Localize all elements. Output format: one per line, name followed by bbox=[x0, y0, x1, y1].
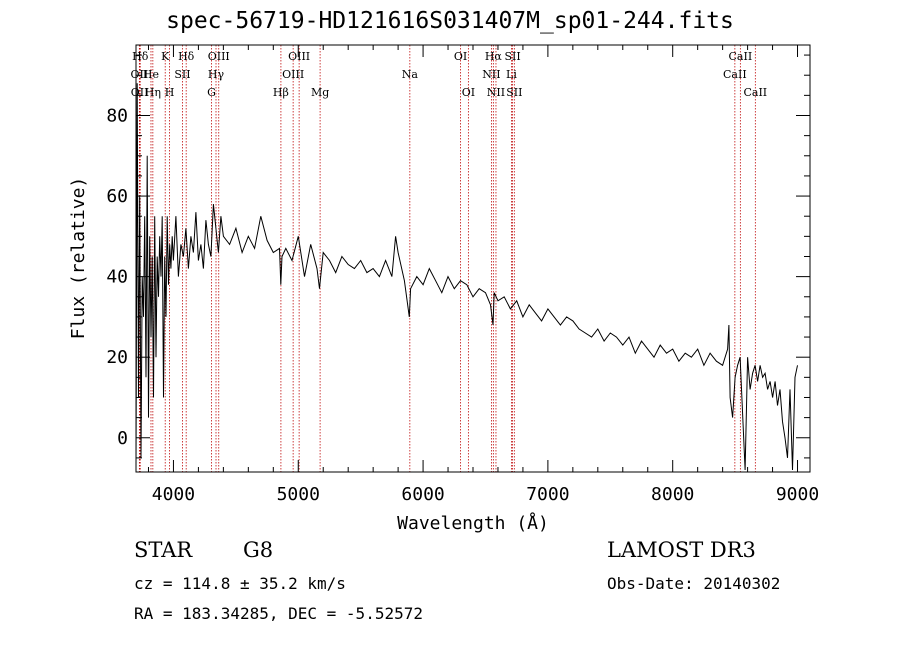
redshift-velocity: cz = 114.8 ± 35.2 km/s bbox=[134, 574, 346, 593]
marker-label: NII bbox=[487, 86, 505, 99]
marker-label: SII bbox=[174, 68, 190, 81]
marker-label: Na bbox=[402, 68, 419, 81]
axis-ticks bbox=[136, 45, 810, 472]
plot-frame bbox=[135, 44, 811, 473]
tick-labels: 4000 5000 6000 7000 8000 9000 0 20 40 60 80 bbox=[106, 105, 819, 505]
marker-label: SII bbox=[506, 86, 522, 99]
observation-date: Obs-Date: 20140302 bbox=[607, 574, 781, 593]
y-tick-label: 20 bbox=[106, 347, 128, 368]
marker-label: Hδ bbox=[132, 50, 149, 63]
line-markers bbox=[138, 45, 756, 472]
marker-label: Hα bbox=[485, 50, 503, 63]
marker-label: Hβ bbox=[273, 86, 289, 99]
marker-label: Li bbox=[506, 68, 517, 81]
survey-name: LAMOST DR3 bbox=[607, 538, 756, 562]
marker-label: NII bbox=[482, 68, 500, 81]
y-tick-label: 60 bbox=[106, 186, 128, 207]
marker-label: Hγ bbox=[208, 68, 225, 81]
marker-label: He bbox=[143, 68, 159, 81]
x-tick-label: 5000 bbox=[277, 484, 320, 505]
marker-label: OIII bbox=[288, 50, 310, 63]
x-axis-label: Wavelength (Å) bbox=[397, 512, 549, 534]
marker-label: Mg bbox=[311, 86, 329, 99]
marker-label: SII bbox=[504, 50, 520, 63]
marker-label: OIII bbox=[282, 68, 304, 81]
coordinates: RA = 183.34285, DEC = -5.52572 bbox=[134, 604, 423, 623]
marker-label: OIII bbox=[208, 50, 230, 63]
marker-label: Hδ bbox=[178, 50, 195, 63]
marker-label: G bbox=[207, 86, 216, 99]
spectrum-series bbox=[135, 83, 798, 471]
x-tick-label: 4000 bbox=[152, 484, 195, 505]
x-tick-label: 6000 bbox=[401, 484, 444, 505]
marker-label: OII bbox=[131, 68, 149, 81]
marker-label: CaII bbox=[729, 50, 753, 63]
marker-label: K bbox=[161, 50, 170, 63]
y-tick-label: 80 bbox=[106, 105, 128, 126]
marker-label: CaII bbox=[743, 86, 767, 99]
marker-label: OI bbox=[462, 86, 475, 99]
y-axis-label: Flux (relative) bbox=[68, 177, 89, 340]
marker-label: Hη bbox=[145, 86, 161, 99]
y-tick-label: 0 bbox=[117, 428, 128, 449]
marker-label: OII bbox=[131, 86, 149, 99]
object-subclass: G8 bbox=[243, 538, 274, 562]
marker-label: H bbox=[165, 86, 175, 99]
x-tick-label: 8000 bbox=[651, 484, 694, 505]
x-tick-label: 9000 bbox=[776, 484, 819, 505]
y-tick-label: 40 bbox=[106, 267, 128, 288]
x-tick-label: 7000 bbox=[526, 484, 569, 505]
chart-title: spec-56719-HD121616S031407M_sp01-244.fit… bbox=[166, 8, 734, 34]
object-class: STAR bbox=[134, 538, 193, 562]
marker-label: OI bbox=[454, 50, 467, 63]
marker-label: CaII bbox=[723, 68, 747, 81]
